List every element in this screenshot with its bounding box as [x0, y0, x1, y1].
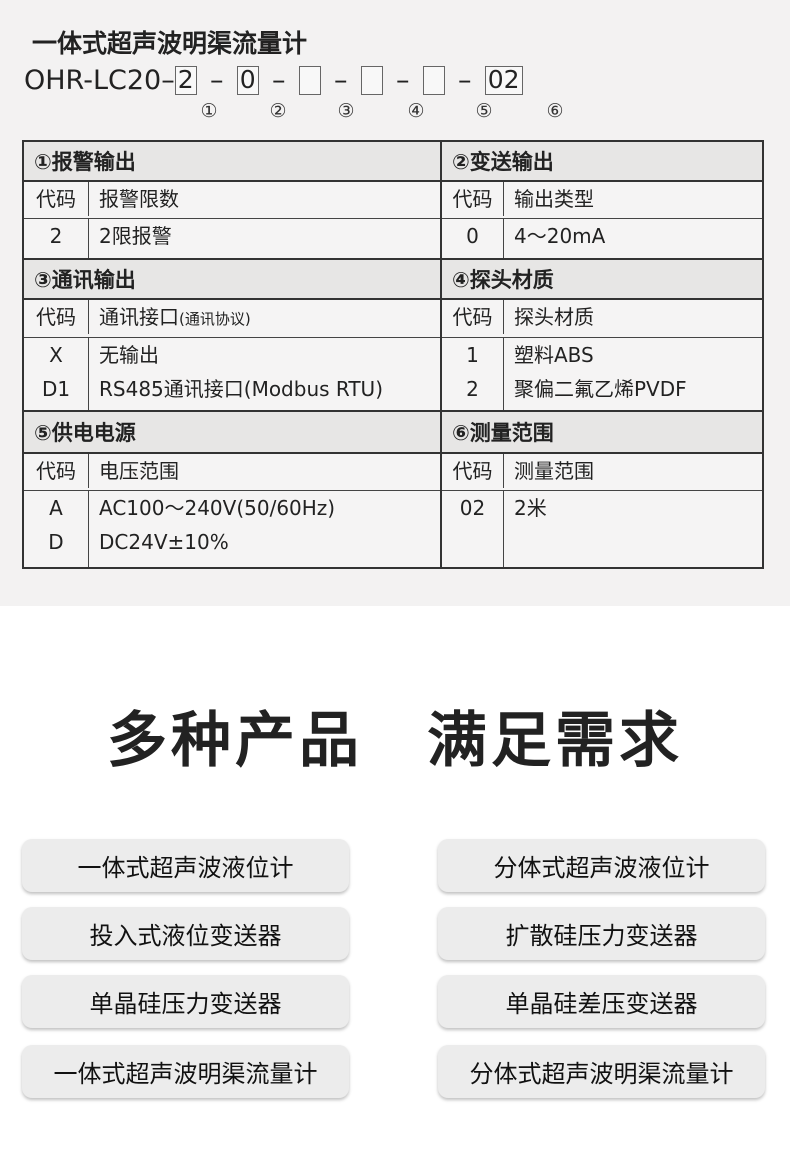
desc-header: 输出类型 [514, 187, 594, 211]
desc-cell: DC24V±10% [99, 530, 229, 554]
slogan-heading: 多种产品 满足需求 [107, 706, 683, 776]
section-title: ⑤供电电源 [24, 412, 440, 454]
slot-2: 0 [236, 65, 259, 95]
marker-1: ① [200, 100, 218, 122]
product-button[interactable]: 分体式超声波明渠流量计 [438, 1045, 765, 1098]
column-header-row: 代码 电压范围 [24, 454, 440, 491]
section-title: ②变送输出 [442, 142, 762, 182]
code-header: 代码 [442, 300, 504, 334]
code-header: 代码 [442, 454, 504, 488]
product-button[interactable]: 投入式液位变送器 [22, 907, 349, 960]
slot-5 [422, 65, 445, 95]
code-header: 代码 [24, 300, 89, 334]
separator: – [271, 64, 286, 96]
desc-header-note: (通讯协议) [179, 310, 251, 328]
code-cell: 0 [466, 224, 479, 248]
code-cell: 2 [466, 377, 479, 401]
code-header: 代码 [24, 182, 89, 216]
desc-header-text: 通讯接口 [99, 305, 179, 329]
code-header: 代码 [24, 454, 89, 488]
column-header-row: 代码 输出类型 [442, 182, 762, 219]
desc-header: 测量范围 [514, 459, 594, 483]
marker-4: ④ [407, 100, 425, 122]
separator: – [457, 64, 472, 96]
desc-header: 通讯接口(通讯协议) [89, 300, 440, 334]
desc-cell: AC100～240V(50/60Hz) [99, 496, 336, 520]
table-row: X D1 无输出 RS485通讯接口(Modbus RTU) [24, 338, 440, 412]
code-cell: 02 [459, 496, 486, 520]
model-prefix: OHR-LC20– [24, 64, 175, 96]
table-row: 2 2限报警 [24, 219, 440, 260]
product-button[interactable]: 单晶硅压力变送器 [22, 975, 349, 1028]
desc-cell: RS485通讯接口(Modbus RTU) [99, 377, 384, 401]
marker-2: ② [269, 100, 287, 122]
marker-5: ⑤ [475, 100, 493, 122]
code-cell: X [49, 343, 63, 367]
marker-3: ③ [337, 100, 355, 122]
separator: – [395, 64, 410, 96]
separator: – [209, 64, 224, 96]
slot-4 [360, 65, 383, 95]
slot-6: 02 [484, 65, 523, 95]
code-cell: 2 [49, 224, 63, 248]
section-title: ①报警输出 [24, 142, 440, 182]
desc-cell: 2限报警 [99, 224, 172, 248]
column-header-row: 代码 通讯接口(通讯协议) [24, 300, 440, 338]
section-title: ④探头材质 [442, 260, 762, 300]
code-cell: A [49, 496, 63, 520]
product-button[interactable]: 一体式超声波明渠流量计 [22, 1045, 349, 1098]
section-title: ⑥测量范围 [442, 412, 762, 454]
desc-cell: 无输出 [99, 343, 159, 367]
table-right: ②变送输出 代码 输出类型 0 4～20mA ④探头材质 代码 探头材质 1 2 塑料AB… [442, 142, 762, 567]
desc-header: 报警限数 [99, 187, 179, 211]
product-title: 一体式超声波明渠流量计 [32, 29, 308, 58]
column-header-row: 代码 报警限数 [24, 182, 440, 219]
code-cell: D1 [41, 377, 71, 401]
product-button[interactable]: 一体式超声波液位计 [22, 839, 349, 892]
column-header-row: 代码 探头材质 [442, 300, 762, 338]
desc-cell: 4～20mA [514, 224, 606, 248]
code-cell: D [48, 530, 64, 554]
slot-3 [298, 65, 321, 95]
table-row: 02 2米 [442, 491, 762, 567]
slot-1: 2 [174, 65, 197, 95]
model-code: OHR-LC20– 2– 0– – – – 02 [24, 62, 523, 98]
code-header: 代码 [442, 182, 504, 216]
product-button[interactable]: 分体式超声波液位计 [438, 839, 765, 892]
desc-cell: 2米 [514, 496, 547, 520]
table-row: A D AC100～240V(50/60Hz) DC24V±10% [24, 491, 440, 567]
desc-cell: 聚偏二氟乙烯PVDF [514, 377, 687, 401]
product-button[interactable]: 单晶硅差压变送器 [438, 975, 765, 1028]
separator: – [333, 64, 348, 96]
table-row: 0 4～20mA [442, 219, 762, 260]
code-cell: 1 [466, 343, 479, 367]
section-title: ③通讯输出 [24, 260, 440, 300]
desc-header: 探头材质 [514, 305, 594, 329]
marker-6: ⑥ [546, 100, 564, 122]
desc-cell: 塑料ABS [514, 343, 594, 367]
column-header-row: 代码 测量范围 [442, 454, 762, 491]
desc-header: 电压范围 [99, 459, 179, 483]
table-row: 1 2 塑料ABS 聚偏二氟乙烯PVDF [442, 338, 762, 412]
product-button[interactable]: 扩散硅压力变送器 [438, 907, 765, 960]
